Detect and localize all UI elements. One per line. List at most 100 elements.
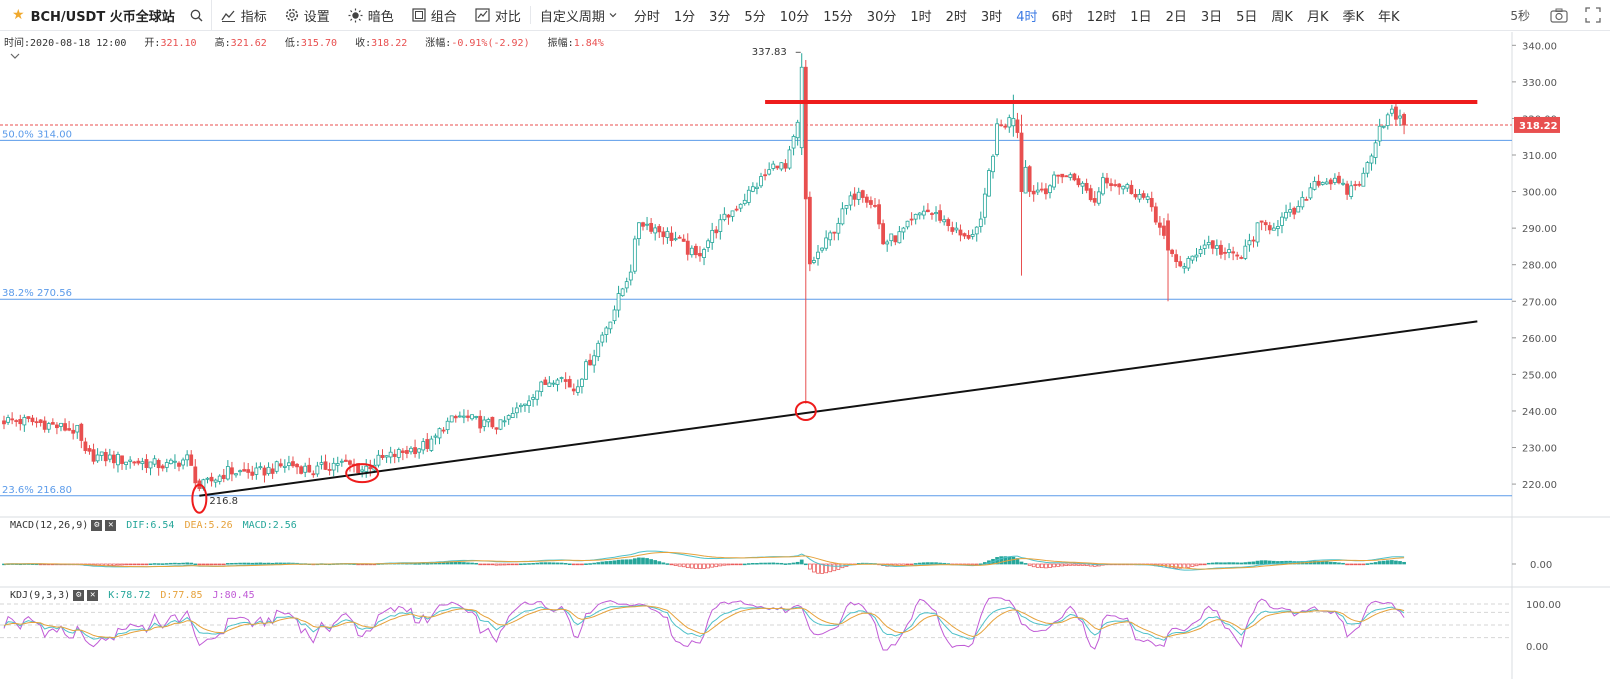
macd-bar	[787, 563, 792, 565]
macd-bar	[132, 563, 137, 566]
macd-bar	[1333, 562, 1337, 565]
candle-body	[75, 424, 80, 433]
macd-bar	[1402, 561, 1406, 565]
candle-body	[702, 249, 706, 258]
candle-body	[641, 222, 645, 227]
macd-bar	[547, 562, 552, 565]
candle-body	[779, 162, 784, 170]
candle-body	[567, 379, 572, 388]
candle-body	[946, 219, 951, 227]
compare-button[interactable]: 对比	[466, 0, 530, 30]
indicator-button[interactable]: 指标	[212, 0, 276, 30]
candle-body	[913, 213, 918, 220]
period-tab[interactable]: 3时	[980, 9, 1003, 25]
candle-body	[750, 186, 755, 192]
period-tab[interactable]: 3日	[1200, 9, 1223, 25]
star-icon[interactable]: ★	[12, 7, 25, 23]
candle-body	[413, 447, 417, 455]
period-tabs: 分时 1分 3分 5分 10分 15分 30分 1时 2时 3时 4时 6时 12时 1日 2日 3日 5日 周K…	[627, 0, 1407, 30]
theme-button[interactable]: 暗色	[339, 0, 403, 30]
macd-bar	[921, 562, 926, 565]
period-tab[interactable]: 4时	[1016, 9, 1038, 25]
candle-body	[1052, 174, 1056, 188]
macd-bar	[1194, 563, 1199, 567]
period-tab[interactable]: 5日	[1236, 9, 1258, 25]
macd-close-icon[interactable]: ✕	[105, 520, 117, 531]
macd-bar	[808, 563, 812, 570]
period-tab[interactable]: 12时	[1086, 9, 1117, 25]
macd-bar	[913, 563, 918, 565]
period-tab[interactable]: 分时	[633, 9, 660, 25]
macd-bar	[803, 563, 808, 566]
period-tab[interactable]: 1时	[910, 9, 932, 25]
candle-body	[1288, 209, 1293, 213]
macd-bar	[755, 563, 759, 565]
refresh-interval[interactable]: 5秒	[1510, 8, 1530, 23]
period-tab[interactable]: 周K	[1271, 9, 1293, 25]
candle-body	[995, 123, 999, 155]
candle-body	[1263, 222, 1268, 226]
macd-bar	[1178, 563, 1183, 569]
candle-body	[930, 213, 934, 215]
period-tab[interactable]: 月K	[1306, 9, 1329, 25]
search-button[interactable]	[183, 0, 212, 30]
candle-body	[441, 429, 446, 432]
settings-button[interactable]: 设置	[276, 0, 339, 30]
kdj-close-icon[interactable]: ✕	[87, 590, 99, 601]
macd-bar	[783, 563, 788, 565]
candle-body	[71, 429, 76, 434]
candle-body	[1361, 172, 1366, 187]
period-tab[interactable]: 6时	[1051, 9, 1073, 25]
candle-body	[128, 459, 133, 462]
macd-bar	[1239, 562, 1244, 565]
candle-body	[917, 212, 922, 216]
macd-bar	[1202, 563, 1207, 566]
candle-body	[543, 379, 548, 385]
candle-body	[348, 460, 352, 465]
macd-value: MACD:2.56	[242, 520, 297, 531]
macd-bar	[144, 563, 149, 566]
candle-body	[1198, 249, 1203, 255]
period-tab[interactable]: 1分	[673, 9, 696, 25]
period-tab[interactable]: 3分	[709, 9, 731, 25]
macd-bar	[201, 563, 206, 566]
period-tab[interactable]: 季K	[1342, 9, 1365, 25]
macd-bar	[1361, 563, 1366, 566]
macd-settings-icon[interactable]: ⚙	[91, 520, 103, 531]
kdj-settings-icon[interactable]: ⚙	[73, 590, 85, 601]
period-tab[interactable]: 15分	[823, 9, 853, 25]
candle-body	[584, 361, 588, 380]
candle-body	[1194, 254, 1199, 258]
fullscreen-button[interactable]	[1576, 0, 1610, 30]
chevron-down-icon	[609, 13, 617, 18]
candle-body	[83, 441, 88, 451]
candle-body	[795, 121, 800, 139]
candle-body	[368, 466, 373, 470]
period-tab[interactable]: 10分	[779, 9, 810, 25]
period-tab[interactable]: 1日	[1130, 9, 1152, 25]
period-tab[interactable]: 2日	[1165, 9, 1187, 25]
candle-body	[816, 251, 820, 259]
candle-body	[1243, 245, 1248, 259]
macd-bar	[596, 562, 601, 565]
macd-bar	[185, 562, 189, 565]
candle-body	[111, 454, 116, 464]
macd-bar	[1044, 563, 1048, 569]
last-price-tag	[1514, 116, 1560, 133]
period-tab[interactable]: 2时	[945, 9, 967, 25]
kline-chart[interactable]: 340.00330.00320.00310.00300.00290.00280.…	[0, 32, 1610, 679]
fib-level-label: 50.0% 314.00	[2, 129, 72, 140]
period-tab[interactable]: 5分	[744, 9, 766, 25]
macd-bar	[559, 562, 564, 565]
screenshot-button[interactable]	[1542, 0, 1576, 30]
period-tab[interactable]: 年K	[1378, 9, 1400, 25]
custom-period-dropdown[interactable]: 自定义周期	[531, 0, 627, 30]
macd-bar	[234, 562, 238, 565]
candle-body	[1231, 251, 1236, 254]
symbol-selector[interactable]: ★ BCH/USDT 火币全球站	[0, 0, 183, 30]
candle-body	[942, 219, 947, 223]
layout-button[interactable]: 组合	[403, 0, 466, 30]
period-tab[interactable]: 30分	[866, 9, 897, 25]
price-tick-label: 280.00	[1522, 261, 1557, 272]
candle-body	[116, 454, 120, 466]
